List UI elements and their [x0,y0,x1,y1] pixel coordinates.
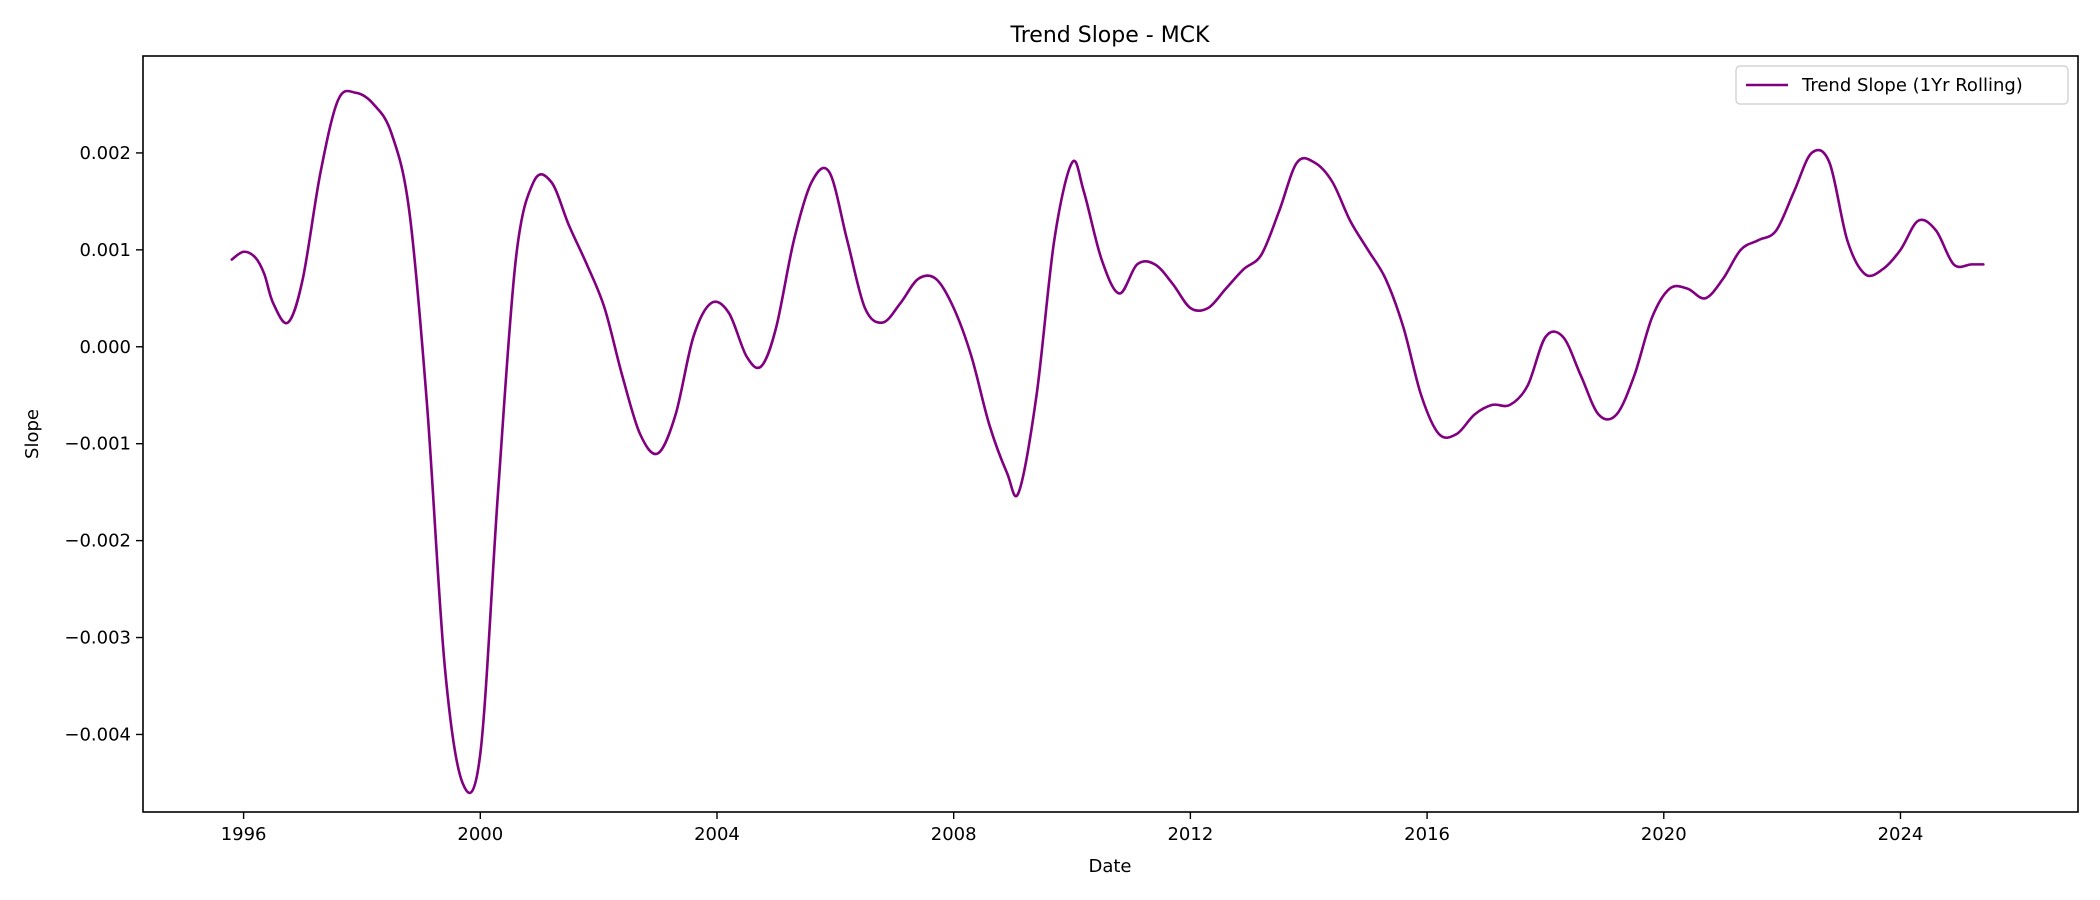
x-tick-label: 1996 [221,824,267,845]
chart-title: Trend Slope - MCK [1010,23,1211,48]
y-tick-label: −0.002 [64,531,131,552]
series-line-trend-slope [230,89,1985,795]
x-tick-label: 2008 [931,824,977,845]
plot-frame [142,55,2079,813]
y-axis: −0.004 −0.003 −0.002 −0.001 0.000 0.001 0.002 [64,143,143,745]
y-axis-label: Slope [22,409,43,459]
x-tick-label: 2004 [694,824,740,845]
x-tick-label: 2016 [1404,824,1450,845]
y-tick-label: −0.004 [64,724,131,745]
y-tick-label: −0.001 [64,434,131,455]
legend-entry: Trend Slope (1Yr Rolling) [1801,75,2023,96]
y-tick-label: 0.001 [79,240,131,261]
legend-box [1735,65,2069,105]
legend: Trend Slope (1Yr Rolling) [1735,65,2069,105]
y-tick-label: 0.000 [79,337,131,358]
x-tick-label: 2024 [1878,824,1924,845]
x-tick-label: 2012 [1167,824,1213,845]
x-axis-label: Date [1088,856,1131,877]
y-tick-label: 0.002 [79,143,131,164]
x-axis: 1996 2000 2004 2008 2012 2016 2020 2024 [221,812,1924,845]
plot-area [142,55,2079,813]
y-tick-label: −0.003 [64,628,131,649]
x-tick-label: 2000 [457,824,503,845]
x-tick-label: 2020 [1641,824,1687,845]
